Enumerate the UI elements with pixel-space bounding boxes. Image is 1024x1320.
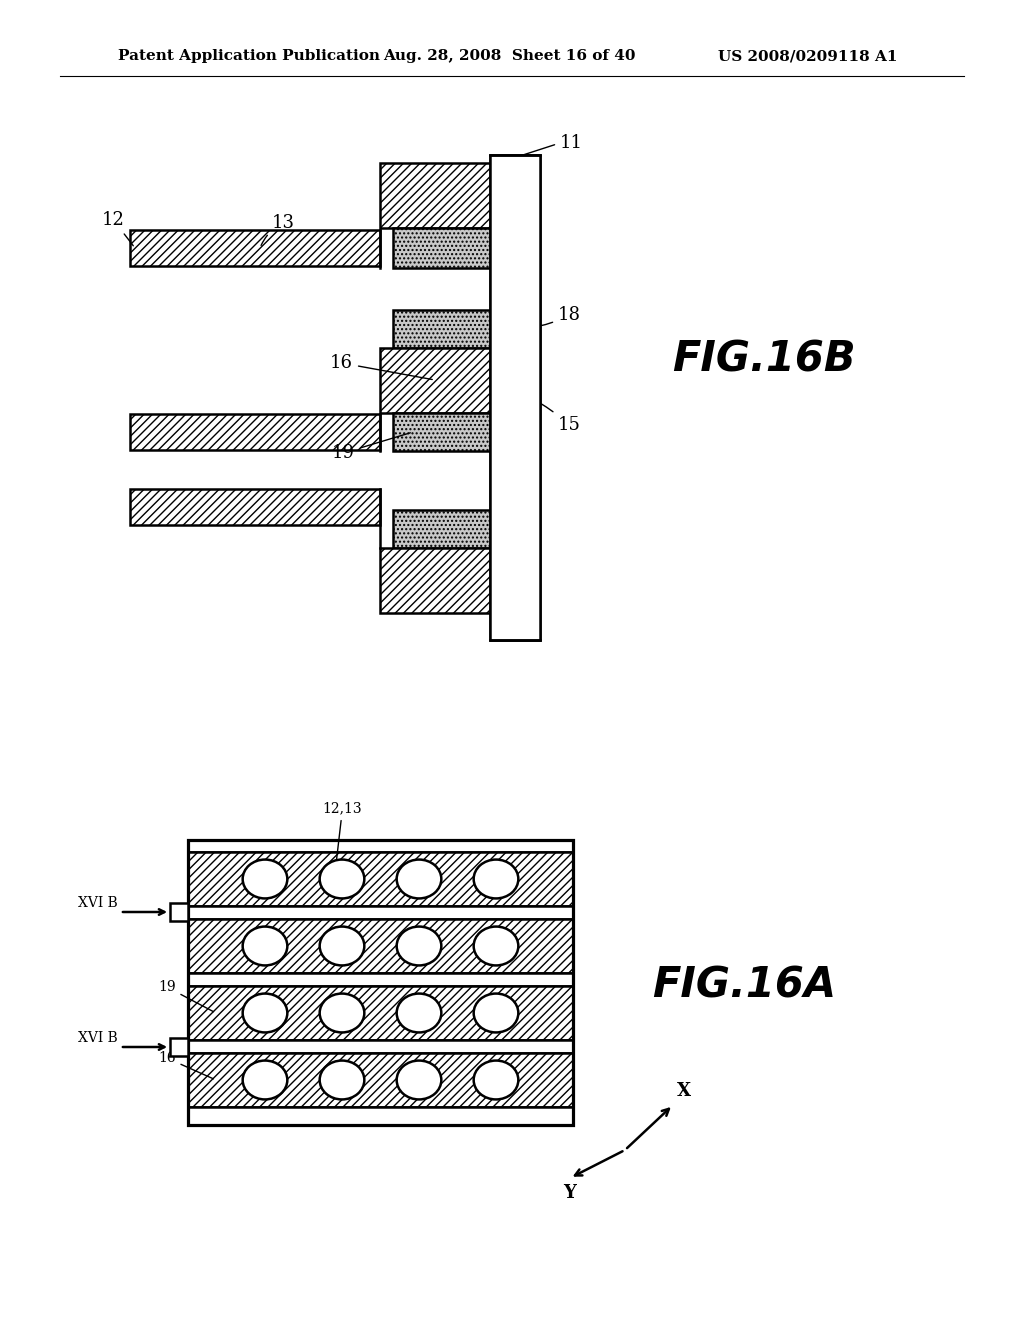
Bar: [393, 510, 490, 548]
Bar: [170, 1038, 188, 1056]
Text: 15: 15: [495, 381, 581, 434]
Text: 11: 11: [495, 135, 583, 164]
Ellipse shape: [396, 994, 441, 1032]
Ellipse shape: [243, 927, 288, 965]
Ellipse shape: [319, 927, 365, 965]
Bar: [188, 1107, 573, 1125]
Text: Aug. 28, 2008  Sheet 16 of 40: Aug. 28, 2008 Sheet 16 of 40: [383, 49, 636, 63]
Text: 12: 12: [102, 211, 133, 246]
Ellipse shape: [474, 994, 518, 1032]
Text: 19: 19: [332, 433, 411, 462]
Text: X: X: [677, 1082, 691, 1100]
Bar: [188, 851, 573, 906]
Text: Patent Application Publication: Patent Application Publication: [118, 49, 380, 63]
Bar: [130, 414, 380, 450]
Bar: [393, 310, 490, 348]
Text: 13: 13: [261, 214, 295, 246]
Text: XVI B: XVI B: [78, 896, 118, 909]
Text: Y: Y: [563, 1184, 575, 1203]
Text: XVI B: XVI B: [78, 1031, 118, 1045]
Bar: [130, 488, 380, 525]
Ellipse shape: [396, 1060, 441, 1100]
Ellipse shape: [243, 859, 288, 899]
Text: FIG.16B: FIG.16B: [672, 339, 856, 381]
Text: 12,13: 12,13: [323, 801, 362, 876]
Bar: [188, 986, 573, 1040]
Text: 16: 16: [330, 354, 432, 380]
Text: 18: 18: [495, 306, 581, 330]
Bar: [170, 903, 188, 921]
Bar: [380, 162, 490, 228]
Bar: [490, 154, 540, 640]
Ellipse shape: [396, 859, 441, 899]
Bar: [188, 840, 573, 851]
Ellipse shape: [243, 994, 288, 1032]
Text: 19: 19: [158, 979, 214, 1011]
Ellipse shape: [474, 859, 518, 899]
Bar: [393, 413, 490, 451]
Ellipse shape: [474, 1060, 518, 1100]
Bar: [380, 548, 490, 612]
Bar: [188, 919, 573, 973]
Ellipse shape: [319, 1060, 365, 1100]
Bar: [188, 840, 573, 1125]
Bar: [188, 1040, 573, 1053]
Ellipse shape: [396, 927, 441, 965]
Ellipse shape: [319, 994, 365, 1032]
Text: US 2008/0209118 A1: US 2008/0209118 A1: [718, 49, 897, 63]
Ellipse shape: [474, 927, 518, 965]
Bar: [188, 1053, 573, 1107]
Bar: [490, 154, 540, 640]
Bar: [393, 228, 490, 268]
Bar: [130, 230, 380, 267]
Bar: [380, 348, 490, 413]
Bar: [188, 840, 573, 1125]
Bar: [188, 906, 573, 919]
Ellipse shape: [319, 859, 365, 899]
Ellipse shape: [243, 1060, 288, 1100]
Text: 16: 16: [158, 1051, 213, 1078]
Bar: [188, 973, 573, 986]
Text: FIG.16A: FIG.16A: [652, 964, 837, 1006]
